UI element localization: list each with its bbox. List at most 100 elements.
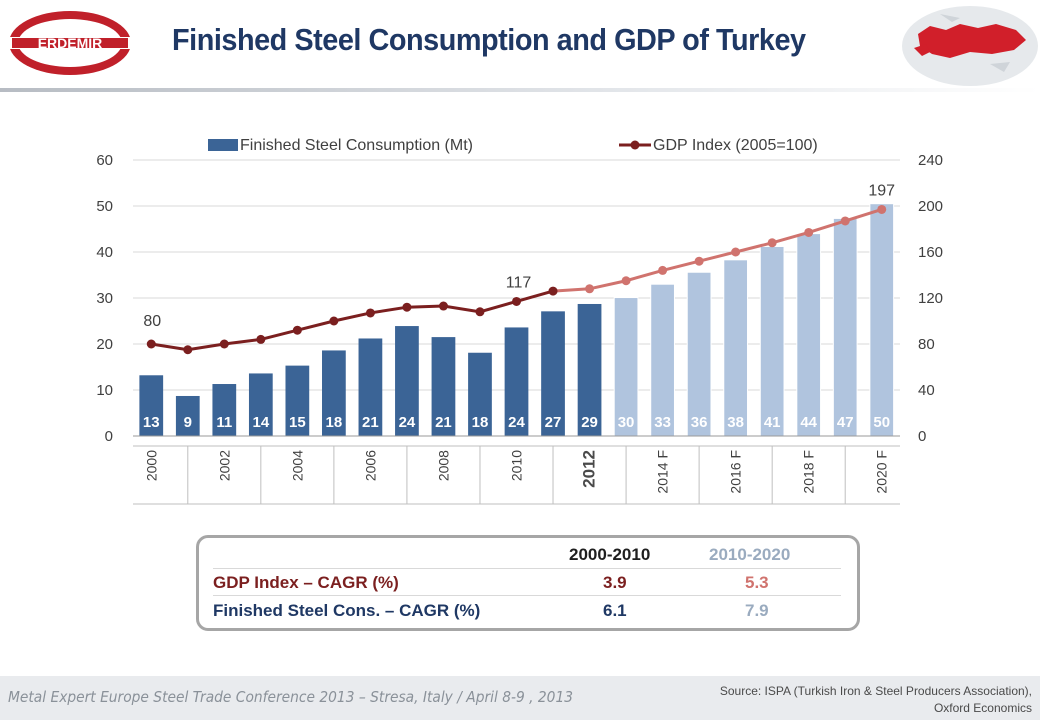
bar-value-label: 21: [435, 414, 452, 431]
y-right-tick-label: 120: [918, 290, 943, 307]
bar-value-label: 14: [252, 414, 269, 431]
bar: [577, 303, 602, 436]
gdp-point-label: 80: [143, 313, 161, 330]
bar-value-label: 36: [691, 414, 708, 431]
y-left-tick-label: 30: [96, 290, 113, 307]
bar: [358, 338, 383, 436]
gdp-point: [219, 339, 229, 349]
bar-value-label: 21: [362, 414, 379, 431]
gdp-point: [658, 265, 668, 275]
bar-value-label: 11: [216, 414, 232, 431]
gdp-point: [183, 345, 193, 355]
cagr-divider: [213, 595, 841, 596]
y-right-tick-label: 0: [918, 428, 926, 445]
gdp-point: [146, 339, 156, 349]
bar-value-label: 38: [727, 414, 744, 431]
y-left-tick-label: 50: [96, 198, 113, 215]
x-tick-label: 2002: [216, 450, 232, 481]
bar: [723, 259, 749, 437]
bar-series: 13 9 11 14 15 18 21 24 21 18 24 27 29 30 33 36 38 41 44 47 5…: [139, 203, 895, 437]
gdp-point: [402, 302, 412, 312]
axes: 0 10 20 30 40 50 60 0 40 80 120 160 200 240 2000 2002 20…: [96, 152, 943, 505]
gdp-point: [840, 216, 850, 226]
gdp-point: [804, 227, 814, 237]
cagr-gdp-label: GDP Index – CAGR (%): [213, 573, 399, 592]
bar-value-label: 50: [873, 414, 890, 431]
bar-value-label: 15: [289, 414, 306, 431]
bar: [869, 203, 895, 437]
bar-value-label: 30: [618, 414, 635, 431]
y-left-tick-label: 20: [96, 336, 113, 353]
gdp-point: [548, 286, 558, 296]
x-tick-label: 2000: [143, 450, 159, 481]
gdp-point: [767, 238, 777, 248]
gdp-line-actual: [151, 289, 554, 352]
source-line-1: Source: ISPA (Turkish Iron & Steel Produ…: [719, 684, 1032, 698]
x-tick-label: 2014 F: [655, 450, 671, 494]
gdp-point: [621, 276, 631, 286]
bar-value-label: 41: [764, 414, 781, 431]
source-line-2: Oxford Economics: [933, 701, 1032, 715]
legend-bar-label: Finished Steel Consumption (Mt): [240, 137, 473, 154]
bar: [796, 233, 822, 437]
y-right-tick-label: 200: [918, 198, 943, 215]
cagr-gdp-value-1: 3.9: [603, 573, 627, 592]
y-left-tick-label: 60: [96, 152, 113, 169]
bar: [395, 326, 419, 436]
header: ERDEMİR Finished Steel Consumption and G…: [0, 0, 1040, 92]
y-left-tick-label: 10: [96, 382, 113, 399]
turkey-map-icon: [902, 6, 1038, 86]
cagr-divider: [213, 568, 841, 569]
gdp-point: [877, 204, 887, 214]
bar-value-label: 18: [472, 414, 489, 431]
bar-value-label: 44: [800, 414, 817, 431]
bar: [832, 217, 858, 437]
bar-value-label: 47: [837, 414, 854, 431]
legend-line-label: GDP Index (2005=100): [653, 137, 818, 154]
cagr-col-2: 2010-2020: [709, 545, 791, 564]
bar-value-label: 33: [654, 414, 671, 431]
cagr-col-1: 2000-2010: [569, 545, 651, 564]
bar-value-label: 9: [184, 414, 192, 431]
x-tick-label: 2016 F: [728, 450, 744, 494]
gdp-line-forecast: [552, 208, 883, 293]
erdemir-logo: ERDEMİR: [6, 11, 134, 75]
cagr-steel-value-2: 7.9: [745, 601, 769, 620]
x-tick-label: 2018 F: [801, 450, 817, 494]
cagr-steel-row: Finished Steel Cons. – CAGR (%) 6.1 7.9: [199, 598, 857, 624]
y-left-tick-label: 40: [96, 244, 113, 261]
x-tick-label: 2004: [289, 450, 305, 481]
gdp-point-label: 197: [868, 182, 895, 199]
gdp-point: [292, 325, 302, 335]
bar: [686, 271, 712, 437]
bar: [541, 311, 565, 436]
bar-value-label: 18: [326, 414, 343, 431]
gdp-point-label: 117: [506, 274, 532, 291]
gdp-point: [329, 316, 339, 326]
bar: [504, 327, 529, 436]
bar: [759, 245, 785, 437]
y-right-tick-label: 160: [918, 244, 943, 261]
y-left-tick-label: 0: [105, 428, 113, 445]
gdp-point: [438, 301, 448, 311]
bar: [431, 337, 456, 436]
gdp-point: [256, 334, 266, 344]
cagr-steel-value-1: 6.1: [603, 601, 627, 620]
x-tick-label: 2012: [580, 450, 599, 488]
bar: [285, 365, 310, 436]
bar-value-label: 24: [508, 414, 525, 431]
cagr-header-row: 2000-2010 2010-2020: [199, 542, 857, 568]
bar: [468, 352, 492, 436]
gdp-point: [365, 308, 375, 318]
bar: [322, 350, 346, 436]
x-tick-label: 2020 F: [874, 450, 890, 494]
legend-line-marker: [630, 140, 640, 150]
page-title: Finished Steel Consumption and GDP of Tu…: [172, 22, 806, 57]
bar: [175, 395, 200, 436]
gdp-point: [475, 307, 485, 317]
bar-value-label: 24: [399, 414, 416, 431]
bar-value-label: 27: [545, 414, 562, 431]
chart: 13 9 11 14 15 18 21 24 21 18 24 27 29 30 33 36 38 41 44 47 5…: [96, 137, 943, 505]
source-note: Source: ISPA (Turkish Iron & Steel Produ…: [720, 683, 1032, 717]
line-series: 80 117 197: [143, 182, 895, 355]
